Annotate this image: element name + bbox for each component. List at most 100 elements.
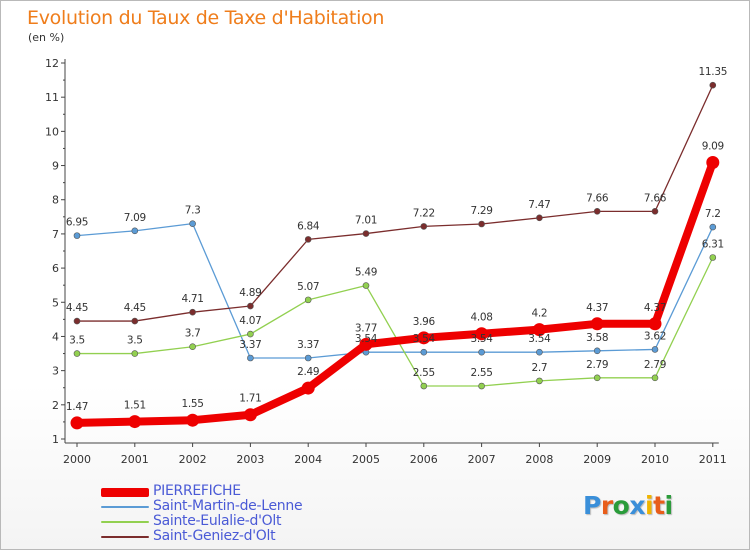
data-point — [128, 415, 142, 429]
data-point — [593, 347, 601, 355]
data-label: 3.37 — [297, 339, 319, 351]
data-point — [131, 227, 139, 235]
series-line — [76, 223, 714, 359]
data-point — [189, 308, 196, 316]
logo-letter: i — [645, 491, 654, 520]
y-tick-label: 8 — [52, 194, 59, 207]
y-tick-label: 10 — [45, 125, 59, 138]
y-tick-label: 11 — [45, 91, 59, 104]
series-line — [76, 256, 714, 387]
y-tick-label: 3 — [52, 365, 59, 378]
y-tick-label: 12 — [45, 57, 59, 70]
data-point — [362, 282, 370, 289]
data-label: 1.55 — [182, 398, 204, 410]
x-tick-label: 2006 — [410, 453, 438, 466]
y-tick-label: 2 — [52, 399, 59, 412]
data-label: 5.07 — [297, 281, 319, 293]
data-point — [478, 348, 485, 356]
data-label: 1.47 — [66, 401, 88, 413]
data-point — [420, 382, 428, 390]
x-tick-label: 2010 — [641, 453, 669, 466]
data-point — [420, 223, 428, 230]
data-label: 6.95 — [66, 217, 88, 229]
y-tick-label: 7 — [52, 228, 59, 241]
data-point — [651, 374, 659, 382]
data-label: 6.84 — [297, 220, 320, 232]
y-tick-label: 4 — [52, 330, 59, 343]
logo-letter: i — [664, 491, 674, 520]
legend-swatch — [101, 536, 149, 538]
x-tick-label: 2000 — [63, 453, 91, 466]
data-label: 4.07 — [239, 315, 261, 327]
data-label: 7.01 — [355, 215, 377, 227]
data-point — [362, 230, 370, 237]
x-tick-label: 2011 — [699, 453, 727, 466]
data-label: 7.29 — [471, 205, 493, 217]
data-label: 4.71 — [182, 293, 204, 305]
data-label: 3.96 — [413, 316, 436, 328]
x-tick-label: 2004 — [294, 453, 322, 466]
data-point — [359, 337, 373, 351]
data-point — [189, 343, 196, 351]
x-tick-label: 2003 — [236, 453, 264, 466]
data-point — [189, 220, 196, 227]
data-point — [709, 223, 717, 231]
data-label: 3.62 — [644, 330, 666, 342]
data-point — [651, 208, 659, 215]
data-label: 1.51 — [124, 400, 146, 412]
legend-label: Sainte-Eulalie-d'Olt — [153, 513, 282, 529]
data-point — [709, 81, 717, 89]
legend-label: Saint-Martin-de-Lenne — [153, 498, 303, 514]
data-point — [247, 302, 254, 310]
data-point — [593, 374, 601, 382]
logo-letter: t — [653, 491, 665, 520]
data-label: 7.3 — [185, 205, 201, 217]
data-label: 7.66 — [644, 192, 667, 204]
data-label: 7.2 — [705, 208, 721, 220]
data-point — [73, 317, 81, 325]
data-label: 7.66 — [586, 192, 609, 204]
data-label: 3.5 — [69, 335, 85, 347]
logo-letter: x — [629, 491, 645, 520]
data-point — [709, 254, 717, 261]
data-point — [536, 348, 543, 356]
y-tick-label: 9 — [52, 160, 59, 173]
data-label: 7.22 — [413, 207, 435, 219]
y-tick-label: 5 — [52, 296, 59, 309]
data-label: 11.35 — [699, 66, 728, 78]
x-tick-label: 2008 — [525, 453, 553, 466]
data-point — [648, 317, 662, 331]
x-tick-label: 2007 — [468, 453, 496, 466]
data-label: 3.77 — [355, 322, 377, 334]
data-label: 2.79 — [644, 359, 666, 371]
chart-title: Evolution du Taux de Taxe d'Habitation — [27, 7, 385, 29]
legend-swatch — [101, 488, 149, 497]
data-point — [243, 408, 257, 422]
data-point — [590, 317, 604, 331]
x-tick-label: 2002 — [179, 453, 207, 466]
x-tick-label: 2001 — [121, 453, 149, 466]
data-point — [131, 317, 139, 325]
data-label: 7.47 — [528, 199, 550, 211]
data-point — [247, 354, 254, 362]
logo-letter: P — [583, 491, 601, 520]
data-label: 4.45 — [124, 302, 146, 314]
data-point — [536, 377, 543, 385]
data-label: 9.09 — [702, 140, 724, 152]
data-point — [532, 323, 546, 337]
data-point — [70, 416, 84, 430]
data-label: 3.54 — [471, 333, 494, 345]
data-label: 2.79 — [586, 359, 608, 371]
data-point — [651, 346, 659, 353]
y-tick-label: 1 — [52, 433, 59, 446]
data-label: 4.89 — [239, 287, 261, 299]
data-label: 3.5 — [127, 335, 143, 347]
y-tick-label: 6 — [52, 262, 59, 275]
legend-label: PIERREFICHE — [153, 483, 241, 499]
data-point — [73, 350, 81, 357]
data-point — [304, 354, 312, 362]
data-label: 3.54 — [528, 333, 551, 345]
data-point — [417, 331, 431, 345]
data-point — [420, 348, 428, 356]
